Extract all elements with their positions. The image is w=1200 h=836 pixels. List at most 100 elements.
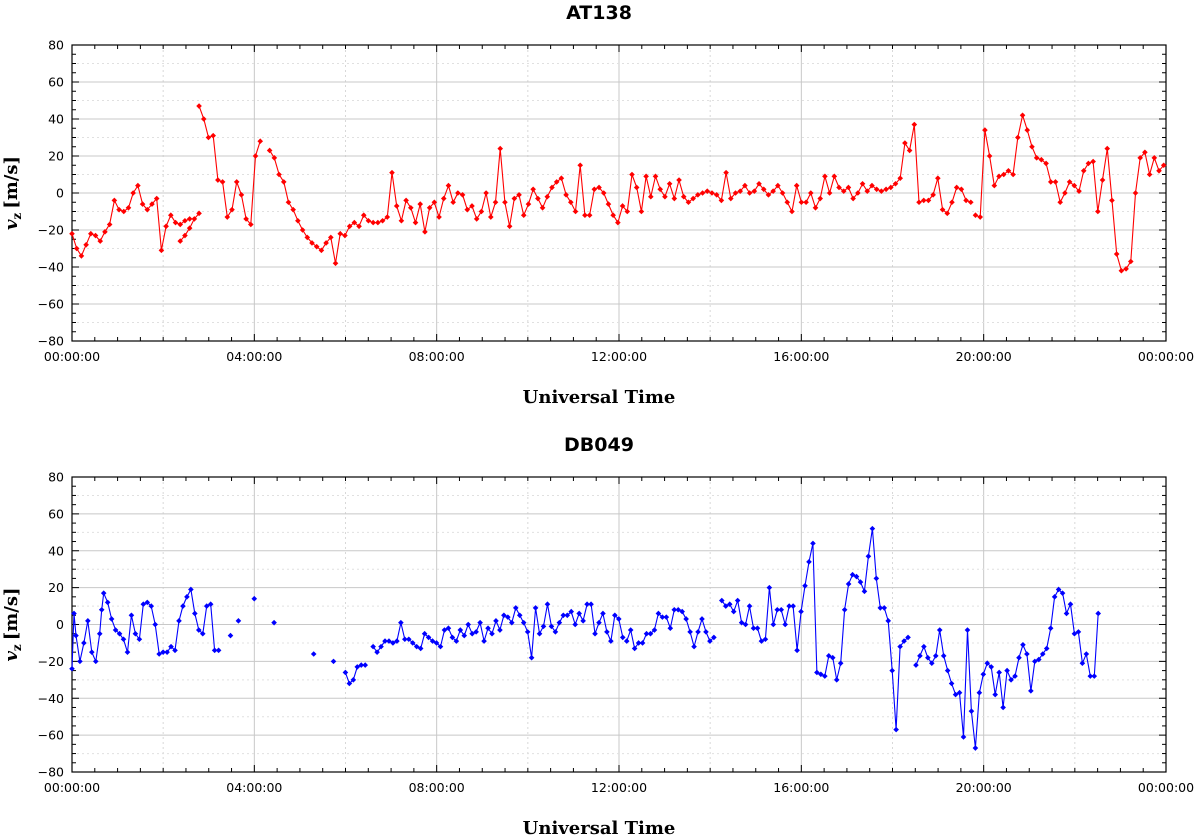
data-point: [873, 186, 880, 193]
data-point: [1095, 208, 1101, 215]
data-point: [497, 145, 504, 152]
data-point: [459, 192, 466, 198]
data-point: [1020, 641, 1026, 648]
data-point: [516, 612, 523, 619]
data-point: [182, 217, 188, 224]
data-point: [469, 630, 475, 637]
data-point: [224, 214, 231, 220]
data-point: [227, 632, 234, 639]
data-point: [192, 610, 198, 617]
data-point: [746, 190, 753, 196]
data-point: [1057, 199, 1063, 206]
data-point: [802, 582, 808, 589]
data-point: [1156, 168, 1162, 174]
y-tick-label: −80: [38, 765, 64, 780]
data-point: [164, 649, 170, 655]
data-point: [707, 638, 713, 644]
data-point: [497, 627, 503, 633]
data-point: [1113, 251, 1120, 257]
data-point: [520, 619, 527, 626]
data-point: [85, 618, 91, 624]
data-point: [1028, 688, 1034, 694]
y-tick-label: 20: [48, 580, 64, 595]
data-point: [445, 182, 452, 189]
data-point: [144, 599, 151, 606]
data-point: [1066, 179, 1073, 185]
data-point: [524, 629, 531, 635]
data-point: [108, 616, 115, 622]
data-point: [727, 195, 734, 202]
data-point: [252, 153, 259, 159]
series-line: [71, 184, 190, 258]
data-point: [790, 603, 796, 609]
data-point: [742, 182, 748, 189]
data-point: [765, 192, 772, 198]
y-label-unit: [m/s]: [1, 587, 22, 640]
data-point: [657, 186, 664, 193]
data-point: [1127, 258, 1134, 265]
data-point: [861, 588, 868, 595]
data-point: [257, 138, 264, 144]
data-point: [671, 195, 678, 202]
y-tick-label: 80: [48, 38, 64, 53]
data-point: [1055, 586, 1062, 593]
data-point: [337, 230, 344, 237]
x-tick-label: 16:00:00: [773, 349, 829, 364]
data-point: [635, 640, 642, 646]
data-point: [818, 671, 824, 678]
data-point: [1039, 651, 1046, 657]
data-point: [453, 638, 460, 644]
data-point: [889, 667, 895, 674]
data-point: [437, 643, 444, 650]
data-point: [378, 643, 384, 650]
data-point: [775, 182, 781, 189]
data-point: [457, 627, 464, 633]
data-point: [825, 653, 832, 659]
x-tick-label: 08:00:00: [409, 349, 465, 364]
data-point: [647, 630, 654, 637]
data-point: [370, 643, 376, 650]
data-point: [464, 206, 471, 213]
data-point: [864, 188, 871, 194]
data-point: [238, 192, 245, 198]
data-point: [789, 208, 795, 215]
data-point: [318, 247, 325, 254]
y-label-symbol: v: [1, 219, 22, 230]
data-point: [1085, 160, 1092, 167]
data-point: [536, 630, 543, 637]
y-tick-label: 20: [48, 149, 64, 164]
data-point: [69, 230, 75, 237]
data-point: [346, 223, 353, 230]
data-point: [1123, 266, 1129, 272]
data-point: [489, 630, 495, 637]
data-point: [92, 232, 99, 239]
data-point: [1032, 658, 1038, 665]
data-point: [210, 132, 216, 139]
data-point: [512, 605, 519, 611]
data-point: [651, 627, 658, 633]
data-point: [949, 199, 955, 206]
data-point: [390, 640, 396, 646]
data-point: [195, 627, 202, 633]
data-point: [925, 654, 931, 661]
chart-title: AT138: [566, 2, 632, 24]
data-point: [936, 627, 943, 633]
data-point: [473, 629, 479, 635]
data-point: [568, 199, 574, 206]
x-tick-label: 04:00:00: [226, 349, 282, 364]
data-point: [836, 184, 842, 191]
data-point: [770, 621, 777, 628]
data-point: [972, 212, 979, 218]
data-point: [350, 677, 357, 683]
data-point: [806, 559, 812, 565]
data-point: [153, 195, 160, 202]
data-point: [572, 208, 579, 215]
data-point: [304, 234, 311, 241]
data-point: [814, 669, 820, 676]
data-point: [1000, 704, 1006, 711]
data-point: [1099, 177, 1106, 183]
data-point: [793, 182, 800, 189]
data-point: [535, 195, 541, 202]
data-point: [1047, 179, 1054, 185]
